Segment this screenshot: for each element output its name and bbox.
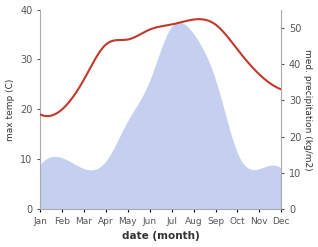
Y-axis label: max temp (C): max temp (C) [5, 78, 15, 141]
Y-axis label: med. precipitation (kg/m2): med. precipitation (kg/m2) [303, 49, 313, 170]
X-axis label: date (month): date (month) [122, 231, 200, 242]
